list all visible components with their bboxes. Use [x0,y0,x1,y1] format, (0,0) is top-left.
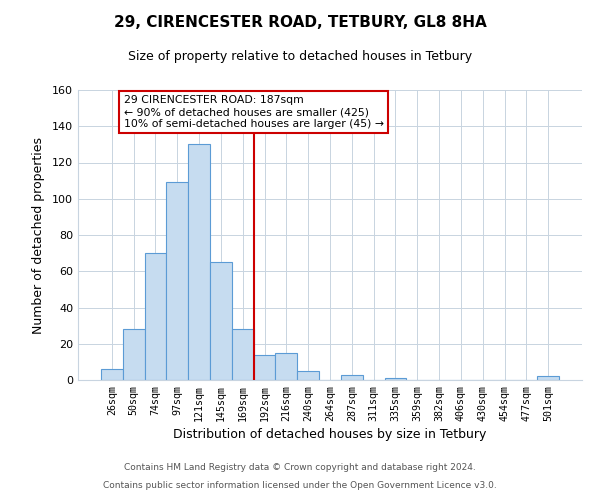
Bar [166,182,188,380]
X-axis label: Distribution of detached houses by size in Tetbury: Distribution of detached houses by size … [173,428,487,441]
Text: Size of property relative to detached houses in Tetbury: Size of property relative to detached ho… [128,50,472,63]
Y-axis label: Number of detached properties: Number of detached properties [32,136,45,334]
Bar [275,353,297,380]
Bar [341,374,363,380]
Bar [232,329,254,380]
Bar [297,371,319,380]
Bar [101,369,123,380]
Bar [254,354,275,380]
Text: Contains public sector information licensed under the Open Government Licence v3: Contains public sector information licen… [103,481,497,490]
Bar [385,378,406,380]
Text: 29 CIRENCESTER ROAD: 187sqm
← 90% of detached houses are smaller (425)
10% of se: 29 CIRENCESTER ROAD: 187sqm ← 90% of det… [124,96,384,128]
Bar [210,262,232,380]
Bar [537,376,559,380]
Bar [145,253,166,380]
Text: Contains HM Land Registry data © Crown copyright and database right 2024.: Contains HM Land Registry data © Crown c… [124,464,476,472]
Bar [123,329,145,380]
Bar [188,144,210,380]
Text: 29, CIRENCESTER ROAD, TETBURY, GL8 8HA: 29, CIRENCESTER ROAD, TETBURY, GL8 8HA [113,15,487,30]
